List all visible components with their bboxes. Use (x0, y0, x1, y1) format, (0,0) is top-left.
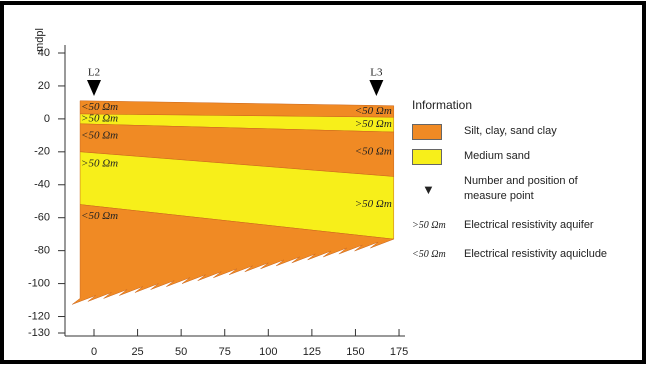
legend-item: ▼Number and position of measure point (464, 174, 594, 204)
x-tick-label: 125 (303, 346, 321, 358)
measure-point-label: L3 (370, 67, 383, 79)
legend-symbol: <50 Ωm (412, 247, 446, 262)
resistivity-label: >50 Ωm (355, 198, 392, 210)
x-tick-label: 0 (91, 346, 97, 358)
x-tick-label: 150 (346, 346, 364, 358)
legend-label: Number and position of measure point (464, 175, 578, 202)
x-tick-label: 75 (219, 346, 231, 358)
measure-point (87, 80, 101, 96)
resistivity-label: <50 Ωm (355, 105, 392, 117)
legend-swatch (412, 149, 442, 165)
y-tick-label: -60 (34, 212, 50, 224)
y-tick-label: -130 (28, 327, 50, 339)
resistivity-label: <50 Ωm (355, 146, 392, 158)
x-tick-label: 25 (131, 346, 143, 358)
legend-item: Medium sand (464, 149, 642, 164)
legend-label: Electrical resistivity aquifer (464, 219, 594, 231)
legend-item: Silt, clay, sand clay (464, 124, 642, 139)
x-tick-label: 50 (175, 346, 187, 358)
resistivity-label: >50 Ωm (355, 118, 392, 130)
measure-point (369, 80, 383, 96)
resistivity-label: <50 Ωm (81, 129, 118, 141)
y-tick-label: -100 (28, 277, 50, 289)
page: mdpl 40200-20-40-60-80-100-120-130025507… (0, 0, 646, 365)
y-tick-label: -80 (34, 245, 50, 257)
legend-label: Silt, clay, sand clay (464, 125, 557, 137)
y-tick-label: 40 (38, 47, 50, 59)
measure-point-label: L2 (88, 67, 100, 79)
y-tick-label: 20 (38, 80, 50, 92)
legend-symbol: >50 Ωm (412, 218, 446, 233)
y-tick-label: -20 (34, 146, 50, 158)
legend-title: Information (412, 98, 642, 112)
legend-label: Medium sand (464, 150, 530, 162)
resistivity-label: <50 Ωm (81, 101, 118, 113)
legend-symbol: ▼ (422, 182, 435, 197)
resistivity-label: >50 Ωm (81, 157, 118, 169)
legend-swatch (412, 124, 442, 140)
x-tick-label: 175 (390, 346, 408, 358)
resistivity-label: <50 Ωm (81, 210, 118, 222)
y-tick-label: 0 (44, 113, 50, 125)
legend-label: Electrical resistivity aquiclude (464, 248, 607, 260)
y-tick-label: -40 (34, 179, 50, 191)
legend: Information Silt, clay, sand clay Medium s… (412, 98, 642, 276)
x-tick-label: 100 (259, 346, 277, 358)
y-tick-label: -120 (28, 310, 50, 322)
resistivity-label: >50 Ωm (81, 112, 118, 124)
